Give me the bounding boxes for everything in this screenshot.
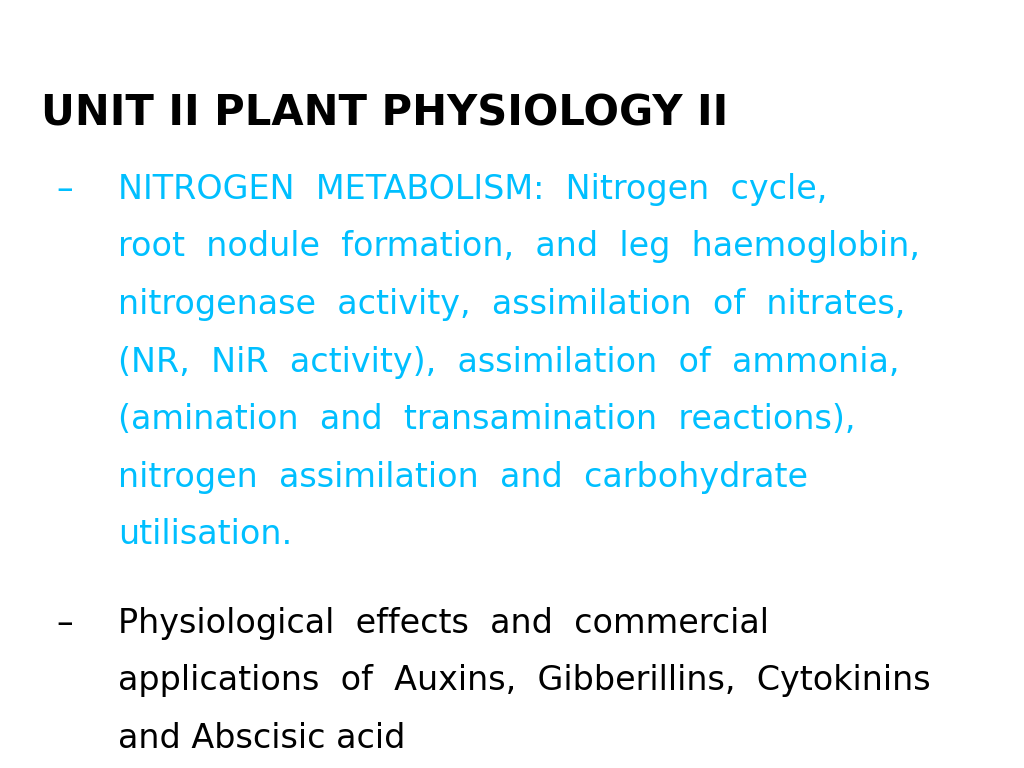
Text: (amination  and  transamination  reactions),: (amination and transamination reactions)… <box>118 403 855 436</box>
Text: nitrogen  assimilation  and  carbohydrate: nitrogen assimilation and carbohydrate <box>118 461 808 494</box>
Text: nitrogenase  activity,  assimilation  of  nitrates,: nitrogenase activity, assimilation of ni… <box>118 288 905 321</box>
Text: utilisation.: utilisation. <box>118 518 292 551</box>
Text: (NR,  NiR  activity),  assimilation  of  ammonia,: (NR, NiR activity), assimilation of ammo… <box>118 346 899 379</box>
Text: Physiological  effects  and  commercial: Physiological effects and commercial <box>118 607 769 640</box>
Text: and Abscisic acid: and Abscisic acid <box>118 722 406 755</box>
Text: NITROGEN  METABOLISM:  Nitrogen  cycle,: NITROGEN METABOLISM: Nitrogen cycle, <box>118 173 827 206</box>
Text: –: – <box>56 173 73 206</box>
Text: root  nodule  formation,  and  leg  haemoglobin,: root nodule formation, and leg haemoglob… <box>118 230 920 263</box>
Text: UNIT II PLANT PHYSIOLOGY II: UNIT II PLANT PHYSIOLOGY II <box>41 92 728 134</box>
Text: applications  of  Auxins,  Gibberillins,  Cytokinins: applications of Auxins, Gibberillins, Cy… <box>118 664 931 697</box>
Text: –: – <box>56 607 73 640</box>
